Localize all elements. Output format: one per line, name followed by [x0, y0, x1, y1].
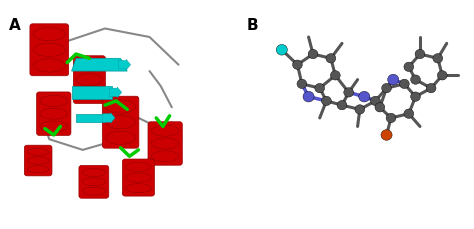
Ellipse shape [82, 187, 106, 195]
Ellipse shape [77, 88, 102, 100]
FancyArrow shape [109, 87, 122, 98]
Circle shape [404, 62, 414, 71]
Circle shape [433, 54, 443, 63]
FancyBboxPatch shape [122, 159, 155, 196]
Ellipse shape [82, 178, 106, 186]
Polygon shape [72, 58, 127, 71]
Ellipse shape [151, 151, 179, 162]
Ellipse shape [82, 169, 106, 177]
FancyBboxPatch shape [102, 96, 139, 148]
Ellipse shape [40, 108, 67, 119]
Ellipse shape [126, 162, 151, 172]
Text: A: A [9, 18, 21, 33]
Ellipse shape [34, 59, 65, 72]
Ellipse shape [77, 74, 102, 86]
Ellipse shape [106, 100, 136, 113]
FancyArrow shape [103, 113, 115, 123]
Circle shape [438, 71, 447, 80]
Ellipse shape [151, 138, 179, 149]
Circle shape [410, 75, 420, 84]
Ellipse shape [40, 95, 67, 106]
Ellipse shape [27, 148, 49, 156]
Ellipse shape [34, 43, 65, 57]
Circle shape [371, 96, 380, 106]
Circle shape [355, 105, 365, 114]
FancyBboxPatch shape [73, 56, 105, 104]
FancyBboxPatch shape [24, 145, 52, 176]
FancyBboxPatch shape [148, 122, 182, 165]
Text: B: B [246, 18, 258, 33]
FancyArrow shape [118, 59, 131, 70]
Circle shape [359, 91, 370, 102]
Ellipse shape [126, 184, 151, 193]
Circle shape [330, 71, 340, 80]
Circle shape [375, 103, 385, 112]
Ellipse shape [106, 131, 136, 144]
Circle shape [321, 96, 331, 106]
FancyBboxPatch shape [79, 165, 109, 198]
Ellipse shape [27, 157, 49, 164]
Circle shape [382, 83, 392, 93]
Circle shape [410, 92, 420, 101]
Circle shape [308, 49, 318, 59]
Ellipse shape [40, 121, 67, 132]
Circle shape [326, 54, 336, 63]
Circle shape [426, 83, 436, 93]
Circle shape [381, 130, 392, 140]
Circle shape [415, 49, 425, 59]
Circle shape [337, 101, 347, 110]
Ellipse shape [151, 125, 179, 136]
Circle shape [344, 88, 354, 97]
Ellipse shape [77, 59, 102, 71]
Circle shape [400, 79, 409, 89]
Circle shape [276, 44, 287, 55]
Ellipse shape [27, 165, 49, 173]
Circle shape [315, 83, 325, 93]
FancyBboxPatch shape [36, 92, 71, 135]
Ellipse shape [126, 173, 151, 182]
Ellipse shape [34, 27, 65, 41]
Circle shape [386, 113, 396, 123]
Circle shape [404, 109, 414, 118]
Polygon shape [76, 114, 105, 122]
Circle shape [297, 79, 307, 89]
Circle shape [303, 91, 314, 102]
Ellipse shape [106, 115, 136, 129]
Circle shape [388, 74, 399, 85]
FancyBboxPatch shape [30, 24, 69, 76]
Polygon shape [72, 86, 112, 99]
Circle shape [292, 60, 302, 69]
